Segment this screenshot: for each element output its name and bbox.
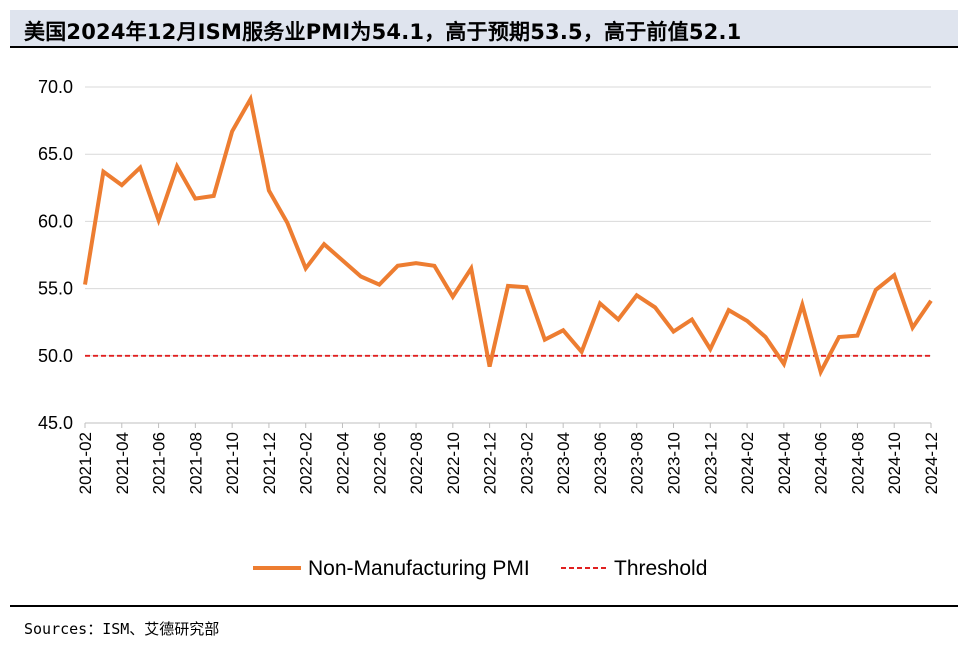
x-tick-label: 2024-04 [775,432,794,494]
pmi-line-chart: 45.050.055.060.065.070.0 2021-02 2021-04 2… [38,77,941,580]
chart-area: 45.0 50.0 55.0 60.0 65.0 70.0 2021-02 2021-04 2… [0,50,965,605]
x-tick-label: 2021-04 [113,432,132,494]
bottom-rule [10,605,958,607]
x-axis: 2021-02 2021-04 2021-06 2021-08 2021-10 2021-… [76,422,941,494]
x-tick-label: 2023-12 [701,432,720,494]
x-tick-label: 2024-02 [738,432,757,494]
y-tick-label: 60.0 [38,211,73,231]
legend: Non-Manufacturing PMI Threshold [253,557,707,580]
source-note: Sources：ISM、艾德研究部 [24,620,220,638]
x-tick-label: 2022-02 [297,432,316,494]
x-tick-label: 2023-06 [591,432,610,494]
x-tick-label: 2023-08 [628,432,647,494]
chart-title: 美国2024年12月ISM服务业PMI为54.1，高于预期53.5，高于前值52… [24,20,742,44]
gridlines [85,86,931,424]
legend-label-threshold: Threshold [614,557,707,580]
x-tick-label: 2024-06 [812,432,831,494]
x-tick-label: 2024-10 [885,432,904,494]
x-tick-label: 2021-06 [150,432,169,494]
x-tick-label: 2021-08 [186,432,205,494]
x-tick-label: 2021-02 [76,432,95,494]
title-bar: 美国2024年12月ISM服务业PMI为54.1，高于预期53.5，高于前值52… [10,10,958,48]
x-tick-label: 2022-12 [481,432,500,494]
x-tick-label: 2023-10 [665,432,684,494]
x-tick-label: 2022-04 [333,432,352,494]
x-tick-label: 2023-02 [517,432,536,494]
x-tick-label: 2024-12 [922,432,941,494]
y-tick-label: 45.0 [38,413,73,433]
x-tick-label: 2021-10 [223,432,242,494]
x-tick-label: 2022-06 [370,432,389,494]
series-line [83,93,933,378]
y-tick-label: 65.0 [38,144,73,164]
x-tick-label: 2023-04 [554,432,573,494]
x-tick-label: 2021-12 [260,432,279,494]
x-tick-label: 2024-08 [848,432,867,494]
y-tick-label: 70.0 [38,77,73,97]
x-tick-label: 2022-08 [407,432,426,494]
legend-label-pmi: Non-Manufacturing PMI [308,557,530,580]
x-tick-label: 2022-10 [444,432,463,494]
y-tick-label: 55.0 [38,279,73,299]
y-tick-label: 50.0 [38,346,73,366]
pmi-series [83,93,933,378]
y-axis: 45.0 50.0 55.0 60.0 65.0 70.0 [38,77,73,433]
